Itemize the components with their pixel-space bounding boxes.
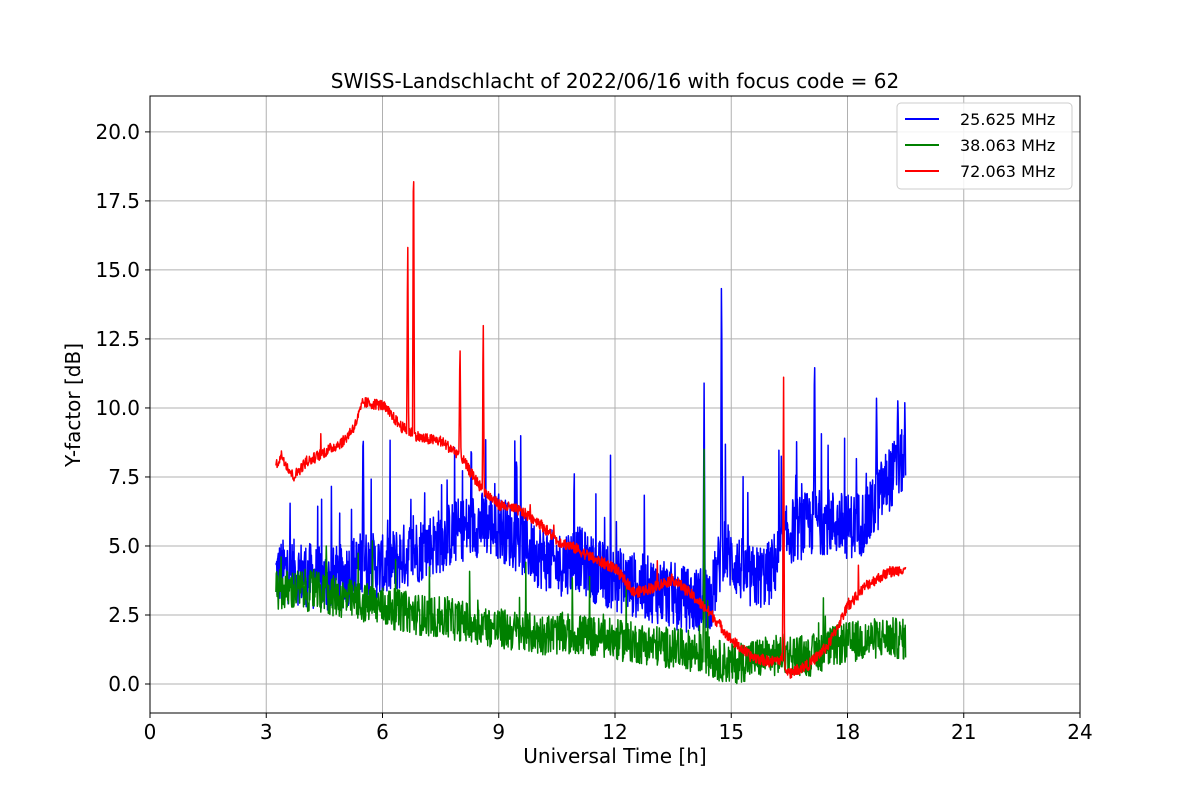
- x-tick-label: 6: [376, 720, 389, 744]
- x-tick-label: 0: [144, 720, 157, 744]
- y-tick-label: 5.0: [108, 534, 140, 558]
- ticks: 0 3 6 9 12 15 18 21 24 0.0 2.5 5.0 7.5 10.0 12.5 15.0 17…: [95, 120, 1092, 744]
- chart-title: SWISS-Landschlacht of 2022/06/16 with fo…: [331, 69, 899, 93]
- x-tick-label: 3: [260, 720, 273, 744]
- y-tick-label: 2.5: [108, 603, 140, 627]
- legend-label: 72.063 MHz: [960, 162, 1055, 181]
- x-tick-label: 24: [1067, 720, 1092, 744]
- y-tick-label: 0.0: [108, 672, 140, 696]
- x-tick-label: 12: [602, 720, 627, 744]
- x-tick-label: 15: [719, 720, 744, 744]
- legend-box: [896, 102, 1073, 190]
- y-tick-label: 10.0: [95, 396, 140, 420]
- y-axis-label: Y-factor [dB]: [61, 343, 85, 468]
- series-group: [275, 181, 907, 685]
- y-tick-label: 15.0: [95, 258, 140, 282]
- x-tick-label: 21: [951, 720, 976, 744]
- y-tick-label: 12.5: [95, 327, 140, 351]
- legend: 25.625 MHz 38.063 MHz 72.063 MHz: [896, 102, 1073, 190]
- y-tick-label: 20.0: [95, 120, 140, 144]
- y-tick-label: 7.5: [108, 465, 140, 489]
- x-tick-label: 9: [492, 720, 505, 744]
- y-tick-label: 17.5: [95, 189, 140, 213]
- series-line-25-625-mhz: [275, 287, 907, 633]
- legend-label: 38.063 MHz: [960, 136, 1055, 155]
- x-tick-label: 18: [835, 720, 860, 744]
- series-line-72-063-mhz: [275, 181, 907, 679]
- legend-label: 25.625 MHz: [960, 110, 1055, 129]
- series-line-38-063-mhz: [275, 448, 907, 685]
- x-axis-label: Universal Time [h]: [523, 744, 706, 768]
